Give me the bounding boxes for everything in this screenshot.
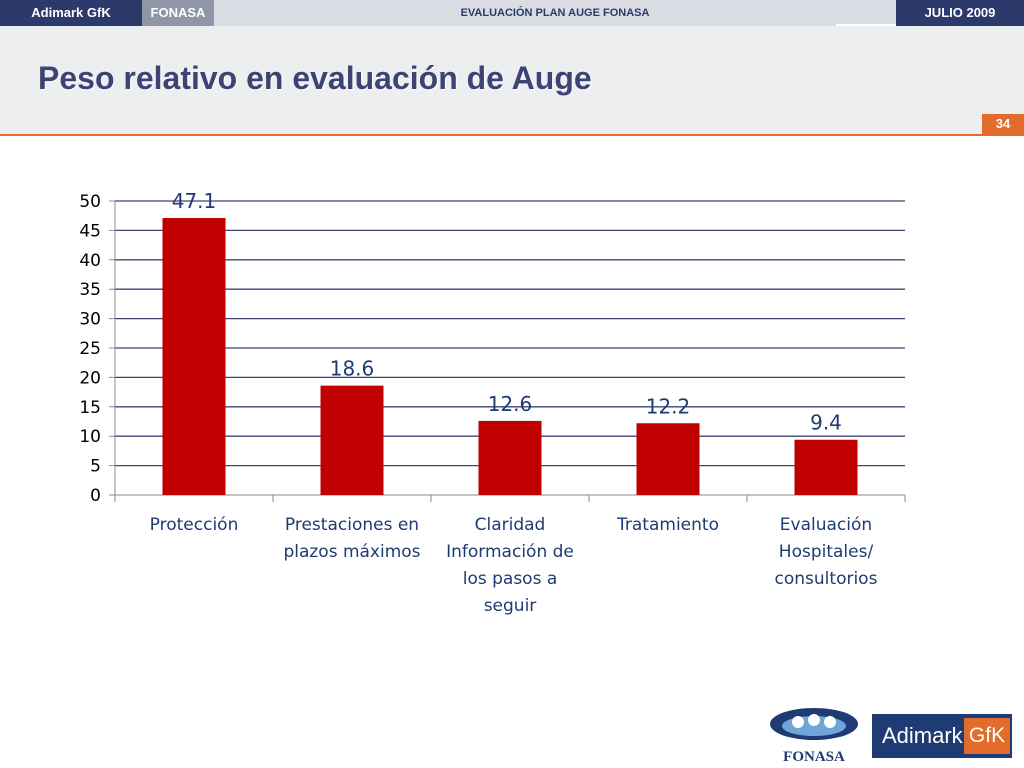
bar-value-label: 12.6 [488, 392, 533, 416]
figure-head-left-icon [792, 716, 804, 728]
x-category-label-line: Hospitales/ [778, 542, 874, 562]
bar-value-label: 12.2 [646, 394, 691, 418]
bar [162, 218, 226, 495]
y-tick-label: 20 [79, 368, 101, 388]
header-divider [836, 24, 896, 26]
page-number-badge: 34 [982, 114, 1024, 134]
client-tab: FONASA [142, 0, 214, 26]
x-category-label-line: Evaluación [779, 515, 873, 535]
y-tick-label: 50 [79, 192, 101, 212]
y-tick-label: 25 [79, 339, 101, 359]
x-category-label-line: Claridad [474, 515, 546, 535]
x-category-label-line: Prestaciones en [284, 515, 420, 535]
x-category-label-line: consultorios [774, 569, 878, 589]
x-category-label-line: seguir [483, 596, 537, 616]
bar [636, 423, 700, 495]
title-band [0, 26, 1024, 134]
page-title: Peso relativo en evaluación de Auge [38, 60, 592, 96]
bar-chart: 0 5 10 15 20 25 30 35 40 45 50 47.1 18.6 12.6 12.2 9.4 [79, 189, 906, 506]
figure-head-right-icon [824, 716, 836, 728]
fonasa-logo-text: FONASA [783, 749, 845, 765]
y-tick-label: 15 [79, 398, 101, 418]
bar-value-label: 47.1 [172, 189, 217, 213]
project-title: EVALUACIÓN PLAN AUGE FONASA [460, 7, 650, 19]
x-category-label: Protección [119, 512, 269, 539]
date-tab: JULIO 2009 [896, 0, 1024, 26]
y-tick-label: 5 [90, 457, 101, 477]
y-tick-label: 0 [90, 486, 101, 506]
brand-tab: Adimark GfK [0, 0, 142, 26]
x-category-label: Prestaciones en plazos máximos [277, 512, 427, 566]
y-tick-label: 30 [79, 310, 101, 330]
bar-value-label: 18.6 [330, 357, 375, 381]
x-category-label-line: los pasos a [462, 569, 558, 589]
x-category-label-line: Tratamiento [617, 515, 719, 535]
bars [162, 218, 858, 495]
x-category-label: Evaluación Hospitales/consultorios [751, 512, 901, 593]
bar-value-label: 9.4 [810, 411, 842, 435]
figure-head-center-icon [808, 714, 820, 726]
value-labels: 47.1 18.6 12.6 12.2 9.4 [172, 189, 842, 435]
y-tick-label: 45 [79, 221, 101, 241]
bar [320, 385, 384, 495]
adimark-gfk-logo: Adimark GfK [872, 714, 1012, 758]
x-category-label-line: plazos máximos [283, 542, 421, 562]
adimark-logo-word: Adimark [882, 723, 963, 748]
top-bar: Adimark GfK FONASA EVALUACIÓN PLAN AUGE … [0, 0, 1024, 26]
x-category-label: Claridad Información de los pasos a seguir [435, 512, 585, 620]
bar [478, 420, 542, 495]
title-divider [0, 134, 1024, 136]
x-category-label: Tratamiento [593, 512, 743, 539]
gfk-logo-box: GfK [964, 718, 1010, 754]
x-category-label-line: Información de [446, 542, 574, 562]
x-category-label-line: Protección [149, 515, 239, 535]
y-tick-label: 40 [79, 251, 101, 271]
bar [794, 439, 858, 495]
fonasa-logo: FONASA [770, 708, 858, 765]
y-tick-label: 10 [79, 427, 101, 447]
y-tick-label: 35 [79, 280, 101, 300]
gridlines [115, 200, 905, 467]
y-tick-labels: 0 5 10 15 20 25 30 35 40 45 50 [79, 192, 101, 506]
